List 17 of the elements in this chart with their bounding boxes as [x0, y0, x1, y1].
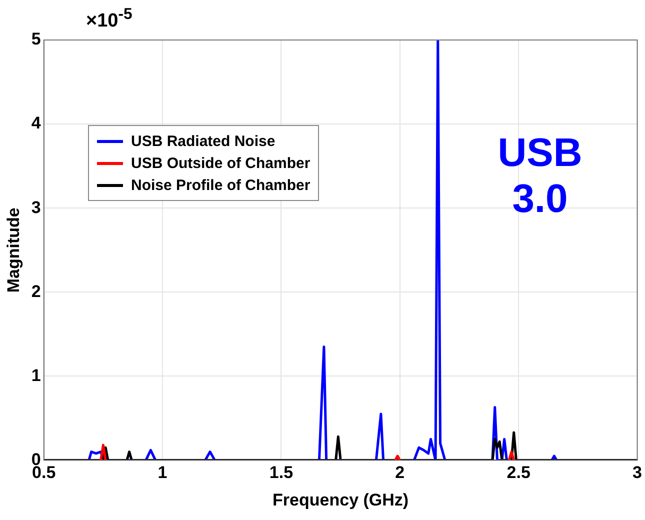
y-tick-label: 3 — [31, 198, 41, 217]
x-tick-label: 1 — [158, 463, 168, 482]
text: ×10$^{-5}$ — [86, 6, 132, 32]
y-tick-label: 2 — [31, 282, 41, 301]
x-axis-title: Frequency (GHz) — [272, 490, 409, 510]
x-tick-label: 2 — [395, 463, 405, 482]
y-tick-label: 5 — [31, 30, 41, 49]
legend-label: USB Outside of Chamber — [131, 154, 310, 172]
y-tick-label: 1 — [31, 366, 41, 385]
x-tick-label: 1.5 — [269, 463, 294, 482]
annotation: USB 3.0 — [496, 130, 584, 222]
y-tick-label: 4 — [31, 114, 42, 133]
x-tick-label: 2.5 — [506, 463, 530, 482]
y-axis-title: Magnitude — [4, 208, 23, 293]
legend-label: USB Radiated Noise — [131, 132, 276, 150]
x-tick-label: 3 — [632, 463, 642, 482]
legend-label: Noise Profile of Chamber — [131, 176, 310, 194]
